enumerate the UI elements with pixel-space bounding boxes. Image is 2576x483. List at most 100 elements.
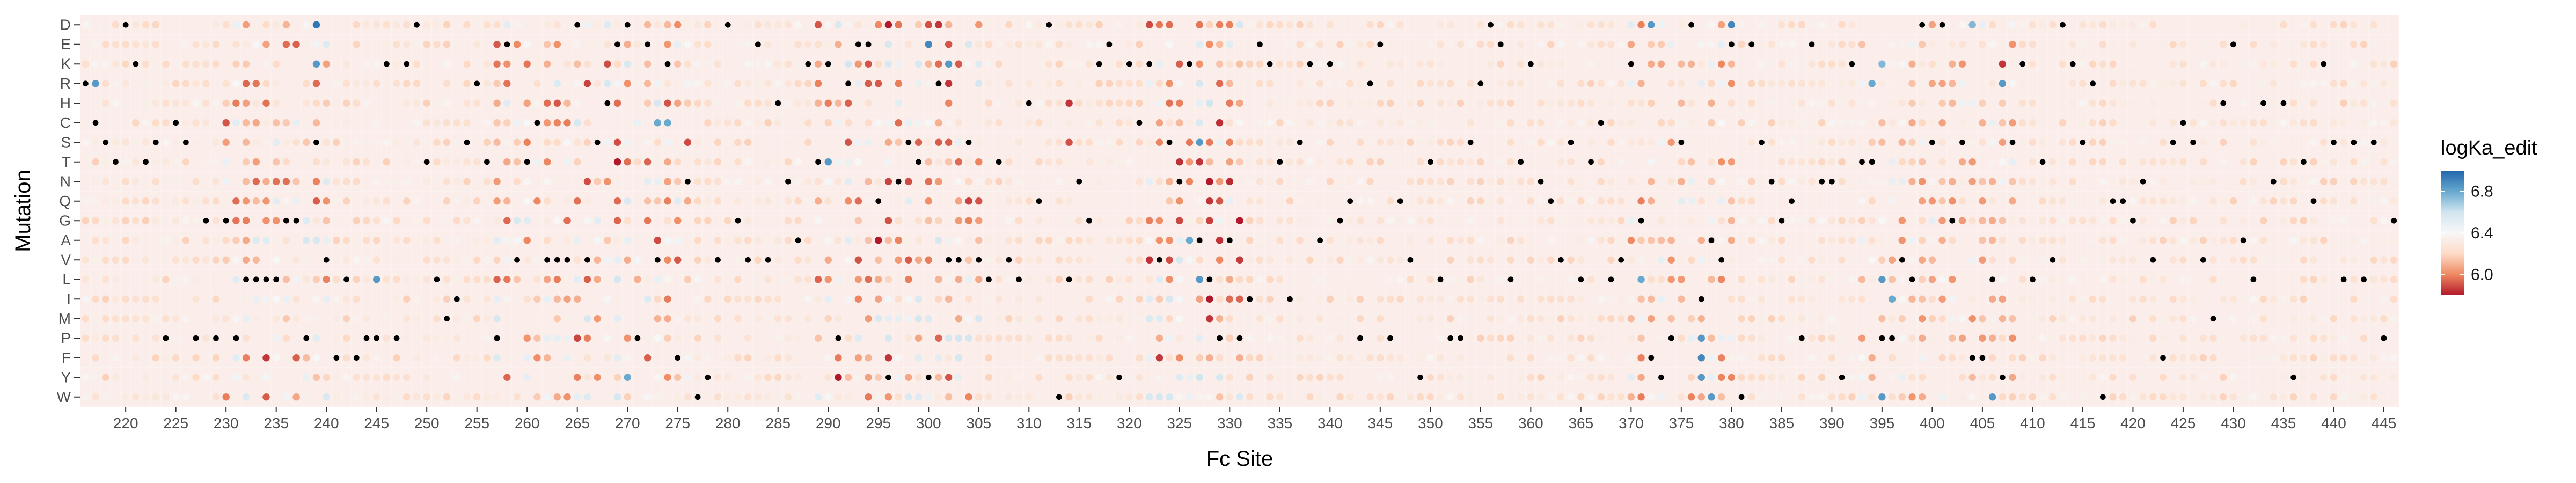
heatmap-dot (242, 237, 250, 244)
heatmap-tile (1405, 34, 1415, 54)
heatmap-dot (102, 217, 109, 224)
heatmap-tile (462, 368, 472, 387)
heatmap-tile (1023, 172, 1034, 191)
heatmap-tile (1355, 15, 1365, 34)
heatmap-tile (120, 269, 130, 289)
heatmap-dot (162, 354, 170, 362)
heatmap-tile (722, 34, 733, 54)
heatmap-tile (191, 230, 201, 250)
heatmap-dot (312, 197, 320, 205)
heatmap-tile (1757, 113, 1767, 133)
heatmap-dot (232, 256, 240, 264)
heatmap-dot (132, 41, 140, 48)
heatmap-tile (602, 211, 612, 230)
heatmap-tile (1204, 113, 1214, 133)
heatmap-dot (232, 354, 240, 362)
heatmap-tile (1245, 309, 1255, 328)
heatmap-tile (412, 368, 422, 387)
heatmap-tile (2188, 93, 2198, 113)
heatmap-dot (112, 60, 120, 68)
heatmap-dot (323, 138, 330, 146)
heatmap-tile (1184, 269, 1195, 289)
heatmap-tile (2138, 250, 2148, 269)
heatmap-tile (2318, 387, 2329, 407)
heatmap-tile (2338, 172, 2348, 191)
heatmap-dot (282, 276, 290, 283)
heatmap-tile (1787, 250, 1797, 269)
heatmap-tile (1606, 152, 1616, 172)
heatmap-tile (1405, 152, 1415, 172)
heatmap-dot (212, 393, 220, 401)
heatmap-dot (312, 315, 320, 323)
heatmap-tile (1074, 152, 1084, 172)
heatmap-tile (1817, 289, 1827, 309)
heatmap-dot (232, 21, 240, 28)
heatmap-tile (2037, 172, 2047, 191)
heatmap-tile (622, 309, 632, 328)
heatmap-dot (122, 256, 129, 264)
heatmap-tile (231, 172, 241, 191)
heatmap-tile (1194, 172, 1204, 191)
heatmap-tile (2359, 289, 2369, 309)
heatmap-tile (160, 368, 171, 387)
heatmap-tile (1044, 289, 1054, 309)
heatmap-tile (1365, 113, 1375, 133)
heatmap-tile (2318, 211, 2329, 230)
heatmap-tile (331, 15, 341, 34)
heatmap-tile (793, 348, 803, 368)
heatmap-tile (833, 133, 843, 152)
heatmap-tile (80, 172, 91, 191)
heatmap-dot (303, 393, 310, 401)
heatmap-tile (1335, 269, 1345, 289)
heatmap-dot (262, 21, 270, 28)
heatmap-tile (291, 152, 301, 172)
heatmap-dot (192, 60, 200, 68)
heatmap-tile (1124, 15, 1135, 34)
heatmap-dot (112, 41, 120, 48)
heatmap-dot (232, 237, 240, 244)
heatmap-tile (582, 152, 592, 172)
heatmap-tile (502, 309, 512, 328)
heatmap-tile (923, 289, 934, 309)
heatmap-tile (2348, 368, 2359, 387)
heatmap-tile (793, 289, 803, 309)
heatmap-tile (1475, 387, 1485, 407)
heatmap-tile (1064, 74, 1074, 93)
heatmap-dot (152, 41, 159, 48)
heatmap-tile (2028, 250, 2038, 269)
heatmap-dot (282, 41, 290, 48)
heatmap-tile (1435, 113, 1445, 133)
heatmap-tile (2348, 328, 2359, 348)
heatmap-tile (1315, 328, 1325, 348)
heatmap-tile (1485, 152, 1496, 172)
heatmap-tile (1094, 191, 1104, 211)
heatmap-tile (853, 113, 863, 133)
heatmap-tile (2077, 172, 2088, 191)
heatmap-tile (261, 309, 271, 328)
heatmap-tile (1967, 230, 1977, 250)
heatmap-tile (743, 309, 753, 328)
heatmap-tile (80, 152, 91, 172)
heatmap-tile (632, 348, 642, 368)
heatmap-dot (132, 178, 140, 185)
heatmap-tile (1616, 269, 1626, 289)
heatmap-tile (773, 211, 783, 230)
heatmap-tile (191, 387, 201, 407)
heatmap-dot (112, 138, 120, 146)
heatmap-tile (632, 211, 642, 230)
heatmap-tile (1164, 368, 1174, 387)
wildtype-marker (263, 276, 269, 283)
heatmap-tile (2118, 54, 2128, 74)
heatmap-dot (112, 354, 120, 362)
heatmap-tile (111, 387, 121, 407)
heatmap-tile (2028, 211, 2038, 230)
heatmap-tile (2298, 387, 2309, 407)
heatmap-tile (1475, 113, 1485, 133)
heatmap-tile (2158, 250, 2168, 269)
heatmap-tile (923, 348, 934, 368)
heatmap-tile (783, 289, 793, 309)
heatmap-tile (602, 269, 612, 289)
heatmap-tile (1686, 289, 1696, 309)
heatmap-tile (160, 211, 171, 230)
heatmap-tile (2107, 289, 2118, 309)
